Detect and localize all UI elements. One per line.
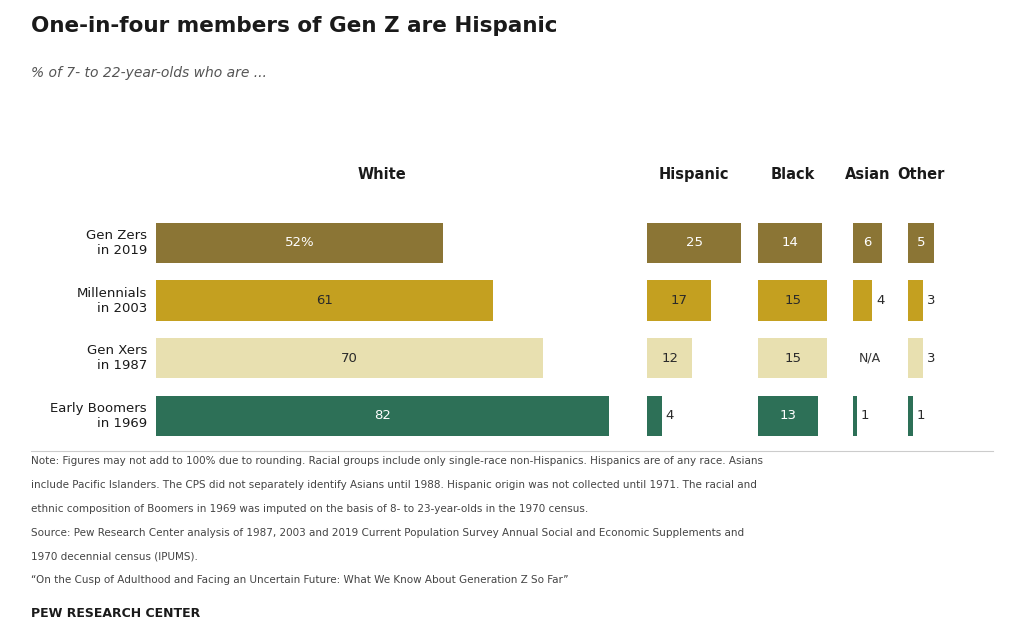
- Bar: [647, 223, 741, 263]
- Text: “On the Cusp of Adulthood and Facing an Uncertain Future: What We Know About Gen: “On the Cusp of Adulthood and Facing an …: [31, 575, 568, 586]
- Text: 15: 15: [784, 294, 801, 307]
- Text: 70: 70: [341, 351, 357, 365]
- Bar: [908, 223, 934, 263]
- Text: 1: 1: [916, 410, 925, 423]
- Text: Asian: Asian: [845, 167, 890, 182]
- Text: Early Boomers
in 1969: Early Boomers in 1969: [50, 402, 147, 430]
- Bar: [156, 280, 493, 321]
- Text: PEW RESEARCH CENTER: PEW RESEARCH CENTER: [31, 607, 200, 620]
- Text: 4: 4: [666, 410, 674, 423]
- Text: 52%: 52%: [285, 236, 314, 249]
- Text: 5: 5: [916, 236, 925, 249]
- Text: 15: 15: [784, 351, 801, 365]
- Bar: [647, 280, 712, 321]
- Bar: [853, 280, 872, 321]
- Text: Other: Other: [897, 167, 944, 182]
- Bar: [908, 396, 913, 436]
- Text: % of 7- to 22-year-olds who are ...: % of 7- to 22-year-olds who are ...: [31, 66, 266, 80]
- Text: 4: 4: [876, 294, 885, 307]
- Text: 12: 12: [662, 351, 678, 365]
- Text: N/A: N/A: [858, 351, 881, 365]
- Bar: [759, 280, 826, 321]
- Text: 6: 6: [863, 236, 871, 249]
- Text: ethnic composition of Boomers in 1969 was imputed on the basis of 8- to 23-year-: ethnic composition of Boomers in 1969 wa…: [31, 504, 588, 514]
- Bar: [156, 396, 609, 436]
- Text: include Pacific Islanders. The CPS did not separately identify Asians until 1988: include Pacific Islanders. The CPS did n…: [31, 480, 757, 490]
- Bar: [853, 223, 883, 263]
- Text: Hispanic: Hispanic: [659, 167, 729, 182]
- Text: Note: Figures may not add to 100% due to rounding. Racial groups include only si: Note: Figures may not add to 100% due to…: [31, 456, 763, 466]
- Bar: [647, 338, 692, 379]
- Text: 25: 25: [686, 236, 702, 249]
- Bar: [647, 396, 663, 436]
- Text: 1970 decennial census (IPUMS).: 1970 decennial census (IPUMS).: [31, 551, 198, 562]
- Text: 13: 13: [779, 410, 797, 423]
- Text: 3: 3: [927, 294, 935, 307]
- Bar: [759, 338, 826, 379]
- Text: Gen Xers
in 1987: Gen Xers in 1987: [87, 345, 147, 372]
- Bar: [908, 338, 924, 379]
- Text: 14: 14: [782, 236, 799, 249]
- Text: 82: 82: [374, 410, 391, 423]
- Text: Gen Zers
in 2019: Gen Zers in 2019: [86, 229, 147, 257]
- Bar: [908, 280, 924, 321]
- Text: Millennials
in 2003: Millennials in 2003: [77, 286, 147, 314]
- Bar: [759, 223, 822, 263]
- Text: 3: 3: [927, 351, 935, 365]
- Bar: [853, 396, 857, 436]
- Text: One-in-four members of Gen Z are Hispanic: One-in-four members of Gen Z are Hispani…: [31, 16, 557, 36]
- Text: 17: 17: [671, 294, 688, 307]
- Text: White: White: [357, 167, 407, 182]
- Bar: [156, 223, 443, 263]
- Text: 61: 61: [315, 294, 333, 307]
- Bar: [156, 338, 543, 379]
- Text: Source: Pew Research Center analysis of 1987, 2003 and 2019 Current Population S: Source: Pew Research Center analysis of …: [31, 528, 743, 538]
- Text: Black: Black: [770, 167, 815, 182]
- Bar: [759, 396, 818, 436]
- Text: 1: 1: [861, 410, 869, 423]
